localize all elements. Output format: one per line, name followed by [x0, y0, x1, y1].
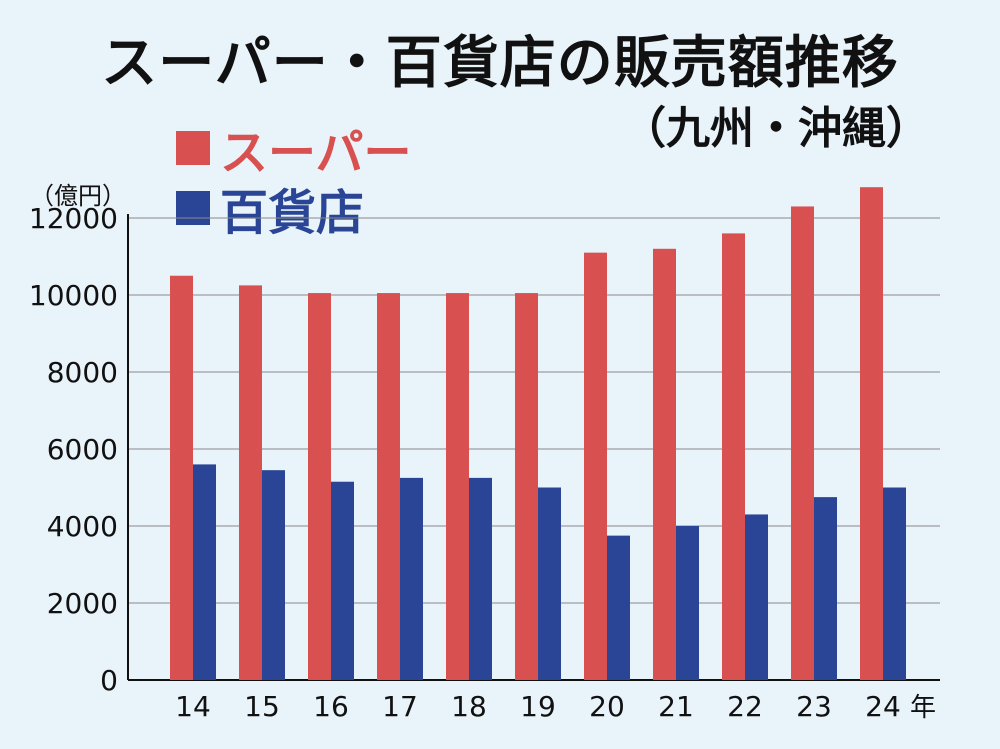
- bar-supermarket: [446, 293, 469, 680]
- y-tick-label: 8000: [47, 356, 118, 389]
- bar-supermarket: [722, 233, 745, 680]
- legend: スーパー 百貨店: [176, 118, 412, 241]
- y-tick-label: 10000: [29, 279, 118, 312]
- bar-department-store: [331, 481, 354, 680]
- bar-supermarket: [860, 187, 883, 680]
- bar-department-store: [745, 514, 768, 680]
- legend-item-department-store: 百貨店: [176, 178, 412, 241]
- y-tick-label: 4000: [47, 510, 118, 543]
- bar-department-store: [193, 464, 216, 680]
- x-tick-label: 16: [313, 690, 349, 723]
- x-tick-label: 17: [382, 690, 418, 723]
- y-tick-label: 2000: [47, 587, 118, 620]
- bar-department-store: [883, 487, 906, 680]
- bar-supermarket: [308, 293, 331, 680]
- bar-department-store: [607, 535, 630, 680]
- bar-department-store: [538, 487, 561, 680]
- bar-department-store: [814, 497, 837, 680]
- bar-supermarket: [653, 248, 676, 681]
- x-tick-label: 24: [865, 690, 901, 723]
- bar-supermarket: [515, 293, 538, 680]
- x-tick-label: 19: [520, 690, 556, 723]
- bar-supermarket: [584, 252, 607, 680]
- x-tick-label: 18: [451, 690, 487, 723]
- x-tick-label: 15: [244, 690, 280, 723]
- bar-department-store: [676, 526, 699, 680]
- legend-swatch-supermarket: [176, 131, 210, 165]
- y-axis-unit: （億円）: [30, 182, 126, 210]
- legend-item-supermarket: スーパー: [176, 118, 412, 181]
- x-tick-label: 23: [796, 690, 832, 723]
- x-axis-unit: 年: [910, 693, 936, 723]
- y-tick-label: 12000: [29, 202, 118, 235]
- bar-department-store: [400, 477, 423, 680]
- x-tick-label: 20: [589, 690, 625, 723]
- bar-supermarket: [791, 206, 814, 680]
- x-tick-label: 22: [727, 690, 763, 723]
- bar-supermarket: [170, 275, 193, 680]
- legend-swatch-department-store: [176, 191, 210, 225]
- bar-supermarket: [377, 293, 400, 680]
- y-tick-label: 6000: [47, 433, 118, 466]
- y-tick-label: 0: [100, 664, 118, 697]
- bar-department-store: [262, 470, 285, 680]
- chart-title: スーパー・百貨店の販売額推移: [101, 31, 899, 96]
- bar-supermarket: [239, 285, 262, 680]
- x-tick-label: 21: [658, 690, 694, 723]
- legend-label-department-store: 百貨店: [220, 185, 365, 241]
- legend-label-supermarket: スーパー: [220, 125, 412, 181]
- chart-subtitle: （九州・沖縄）: [622, 103, 930, 154]
- bar-department-store: [469, 477, 492, 680]
- x-tick-label: 14: [175, 690, 211, 723]
